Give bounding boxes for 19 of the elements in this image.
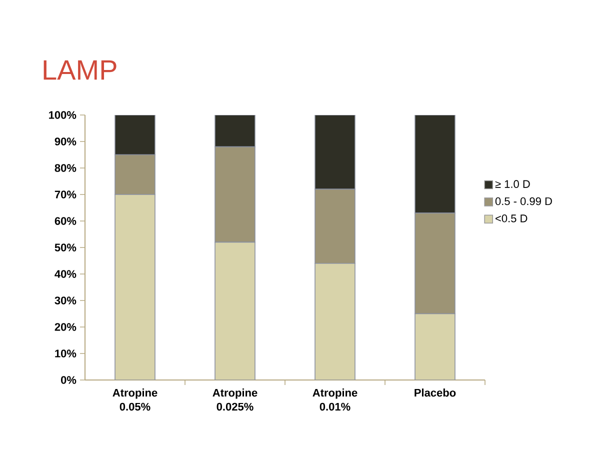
x-tick-label: Atropine 0.05% <box>112 388 158 411</box>
x-tick-label: Placebo <box>414 388 456 397</box>
y-tick-label: 10% <box>55 350 76 358</box>
y-tick-label: 90% <box>54 138 76 146</box>
y-tick-label: 70% <box>54 190 76 198</box>
chart-title: LAMP <box>44 60 116 80</box>
y-tick-label: 20% <box>54 323 76 331</box>
y-tick-label: 100% <box>49 111 76 119</box>
y-tick-label: 30% <box>54 296 76 304</box>
x-tick-label: Atropine 0.01% <box>312 388 358 411</box>
x-tick-label: Atropine 0.025% <box>212 388 258 411</box>
legend-label: 0.5 - 0.99 D <box>495 197 552 206</box>
y-tick-label: 60% <box>54 217 76 225</box>
legend-label: <0.5 D <box>496 214 528 222</box>
legend-label: ≥ 1.0 D <box>495 180 530 188</box>
y-tick-label: 0% <box>61 376 76 384</box>
y-tick-label: 50% <box>54 244 76 252</box>
y-tick-label: 40% <box>54 270 76 278</box>
y-tick-label: 80% <box>54 164 76 172</box>
